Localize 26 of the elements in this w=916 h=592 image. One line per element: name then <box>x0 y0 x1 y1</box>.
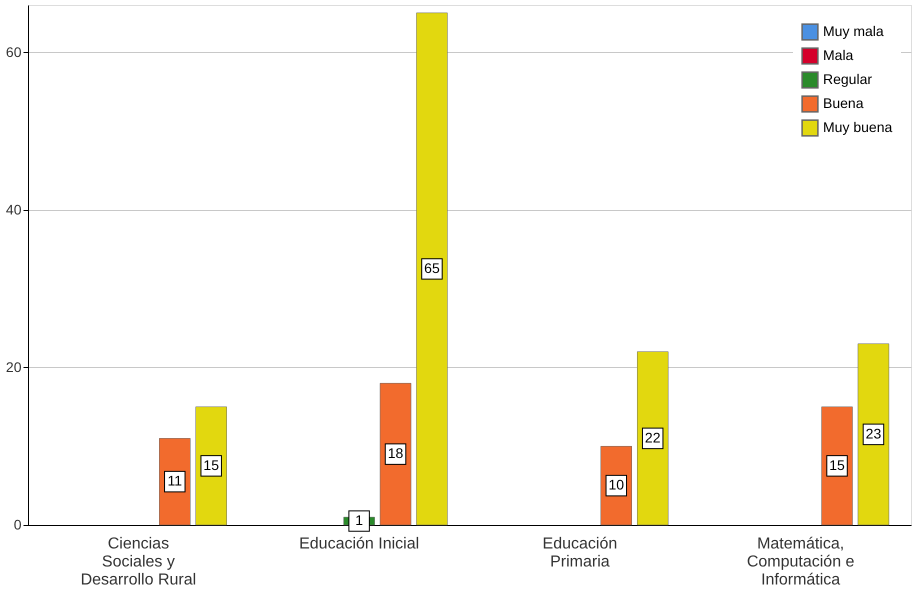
data-label: 15 <box>203 456 220 473</box>
data-label: 10 <box>608 476 624 493</box>
x-tick-label: Educación Primaria <box>542 536 618 570</box>
y-tick-label: 20 <box>6 358 22 375</box>
x-tick-label: Educación Inicial <box>299 536 420 552</box>
data-label: 11 <box>168 472 182 489</box>
legend-label: Buena <box>823 95 864 111</box>
data-label: 18 <box>388 445 404 462</box>
x-tick-label: Ciencias Sociales y Desarrollo Rural <box>80 536 196 588</box>
y-tick-label: 0 <box>14 516 22 532</box>
data-label: 22 <box>644 429 661 446</box>
legend-label: Regular <box>823 71 872 87</box>
data-label: 65 <box>424 260 440 276</box>
bar <box>858 344 890 526</box>
data-label: 15 <box>829 456 846 473</box>
y-tick-label: 40 <box>6 201 22 218</box>
y-tick-label: 60 <box>6 44 22 60</box>
legend-label: Muy buena <box>823 119 892 135</box>
x-tick-label: Matemática, Computación e Informática <box>746 536 855 588</box>
legend-label: Muy mala <box>823 23 884 39</box>
data-label: 1 <box>355 512 364 528</box>
bar <box>636 351 668 526</box>
bar <box>416 12 448 526</box>
bar <box>380 382 412 526</box>
data-label: 23 <box>866 425 882 442</box>
legend-label: Mala <box>823 47 854 63</box>
